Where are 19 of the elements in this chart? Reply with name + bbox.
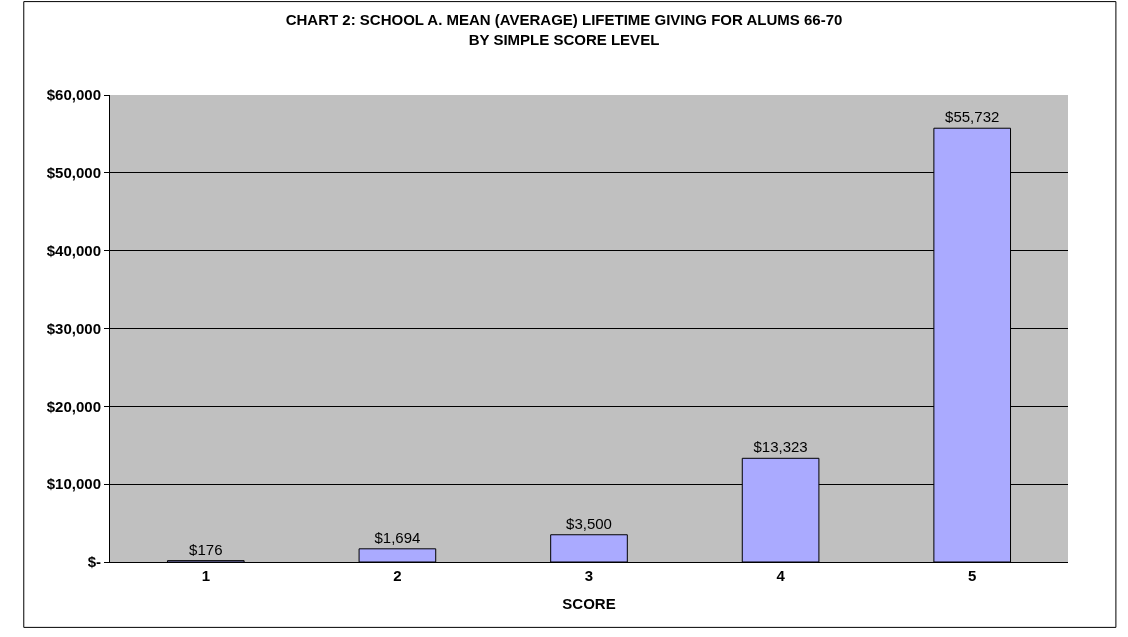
y-tick-label: $- [87,553,101,571]
y-tick-label: $40,000 [46,241,101,259]
data-label: $13,323 [753,438,808,456]
x-tick-label: 1 [201,567,210,584]
y-tick-label: $10,000 [46,475,101,493]
y-tick-label: $60,000 [46,86,101,104]
x-tick-label: 2 [393,567,402,584]
data-label: $176 [189,540,223,558]
x-tick-label: 3 [584,567,594,584]
y-tick-label: $50,000 [46,164,101,182]
data-label: $1,694 [374,528,421,546]
y-tick-label: $20,000 [46,397,101,415]
data-label: $55,732 [945,108,1000,126]
x-tick-label: 5 [968,567,977,584]
x-tick-label: 4 [776,567,786,584]
x-axis-title: SCORE [562,595,616,612]
chart-title: CHART 2: SCHOOL A. MEAN (AVERAGE) LIFETIME GIVING FOR ALUMS 66-70 BY SIMPLE SCORE LEVEL [285,11,843,48]
y-tick-label: $30,000 [46,319,101,337]
data-label: $3,500 [566,514,612,532]
